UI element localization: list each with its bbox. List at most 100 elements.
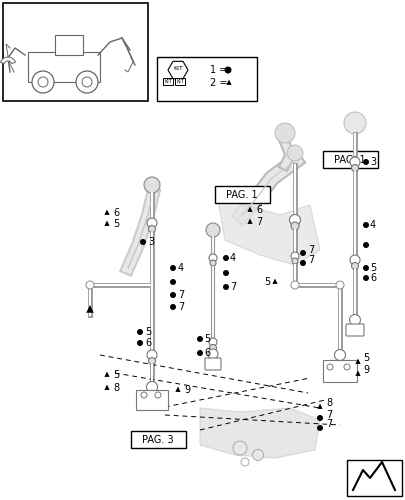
Polygon shape	[200, 408, 319, 458]
Text: 7: 7	[177, 302, 184, 312]
Text: 6: 6	[113, 208, 119, 218]
Circle shape	[147, 350, 157, 360]
Bar	[162, 78, 173, 85]
Polygon shape	[104, 372, 109, 377]
Polygon shape	[168, 62, 188, 78]
Circle shape	[144, 177, 160, 193]
Polygon shape	[217, 200, 319, 265]
Circle shape	[222, 255, 228, 261]
Circle shape	[147, 218, 157, 228]
Circle shape	[349, 255, 359, 265]
Text: KIT: KIT	[176, 79, 183, 84]
Circle shape	[136, 329, 143, 335]
Circle shape	[205, 223, 220, 237]
Circle shape	[326, 364, 332, 370]
Circle shape	[196, 336, 202, 342]
Text: 5: 5	[369, 263, 375, 273]
Circle shape	[316, 425, 322, 431]
Circle shape	[286, 145, 302, 161]
Circle shape	[170, 265, 175, 271]
Circle shape	[209, 260, 215, 266]
Polygon shape	[354, 358, 360, 364]
Circle shape	[290, 281, 298, 289]
Bar	[136, 390, 168, 410]
Circle shape	[209, 254, 216, 262]
Circle shape	[290, 252, 298, 260]
Text: 3: 3	[369, 157, 375, 167]
Circle shape	[343, 112, 365, 134]
Polygon shape	[247, 218, 252, 224]
Text: KIT: KIT	[173, 66, 183, 70]
Circle shape	[148, 358, 155, 364]
Text: PAG. 1: PAG. 1	[333, 155, 365, 165]
Circle shape	[343, 364, 349, 370]
Circle shape	[349, 157, 359, 167]
Circle shape	[291, 258, 297, 264]
Circle shape	[335, 281, 343, 289]
Circle shape	[290, 222, 298, 230]
Text: PAG. 3: PAG. 3	[142, 435, 173, 445]
Circle shape	[222, 270, 228, 276]
Circle shape	[299, 250, 305, 256]
Bar	[131, 431, 185, 448]
Circle shape	[209, 338, 216, 346]
Circle shape	[351, 262, 358, 270]
Polygon shape	[104, 220, 109, 226]
Text: 8: 8	[113, 383, 119, 393]
Circle shape	[362, 222, 368, 228]
Text: 5: 5	[113, 219, 119, 229]
Text: 6: 6	[145, 338, 151, 348]
Circle shape	[362, 242, 368, 248]
Circle shape	[232, 441, 246, 455]
Bar	[322, 360, 356, 382]
Circle shape	[155, 392, 161, 398]
Circle shape	[362, 265, 368, 271]
Text: 9: 9	[183, 385, 190, 395]
Text: 7: 7	[177, 290, 184, 300]
Text: KIT: KIT	[164, 79, 171, 84]
Text: 5: 5	[362, 353, 368, 363]
Circle shape	[209, 344, 216, 352]
Circle shape	[170, 292, 175, 298]
Circle shape	[146, 382, 157, 392]
Text: 6: 6	[256, 205, 262, 215]
FancyBboxPatch shape	[345, 324, 363, 336]
Text: 5: 5	[113, 370, 119, 380]
Bar	[55, 35, 83, 55]
Text: 4: 4	[369, 220, 375, 230]
Polygon shape	[226, 80, 231, 85]
Circle shape	[196, 350, 202, 356]
Circle shape	[32, 71, 54, 93]
Text: PAG. 1: PAG. 1	[226, 190, 257, 200]
Circle shape	[224, 66, 231, 73]
Polygon shape	[354, 370, 360, 376]
Circle shape	[170, 304, 175, 310]
Circle shape	[82, 77, 92, 87]
Bar	[175, 78, 185, 85]
Text: 6: 6	[369, 273, 375, 283]
Text: 5: 5	[263, 277, 269, 287]
Circle shape	[222, 284, 228, 290]
Polygon shape	[175, 386, 180, 392]
Text: 4: 4	[177, 263, 184, 273]
Bar	[28, 52, 100, 82]
Text: 7: 7	[307, 245, 313, 255]
Polygon shape	[86, 305, 94, 313]
Circle shape	[299, 260, 305, 266]
Bar	[322, 151, 377, 168]
Polygon shape	[217, 200, 319, 265]
Circle shape	[362, 159, 368, 165]
Circle shape	[140, 239, 146, 245]
Text: 4: 4	[230, 253, 236, 263]
Polygon shape	[272, 278, 277, 284]
Circle shape	[76, 71, 98, 93]
Circle shape	[170, 279, 175, 285]
Circle shape	[86, 281, 94, 289]
Circle shape	[362, 275, 368, 281]
Text: 7: 7	[307, 255, 313, 265]
Bar	[157, 57, 256, 101]
Wedge shape	[0, 57, 15, 64]
Bar	[346, 460, 401, 496]
Text: 3: 3	[148, 237, 154, 247]
Circle shape	[349, 314, 360, 326]
